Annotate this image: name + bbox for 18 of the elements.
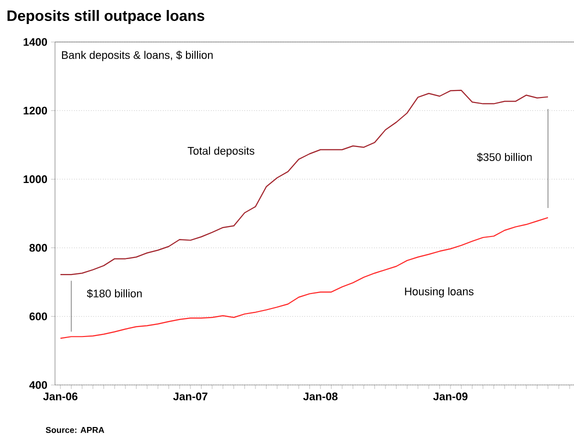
y-tick-label: 400 <box>29 381 48 389</box>
y-tick-label: 600 <box>30 312 48 320</box>
annotation: $350 billion <box>476 152 532 162</box>
x-tick-label: Jan-09 <box>433 392 468 400</box>
y-tick-label: 1000 <box>24 175 48 184</box>
y-tick-label: 1400 <box>24 38 48 46</box>
line-series <box>60 217 549 339</box>
source-note: Source: APRA <box>46 426 104 433</box>
x-tick-label: Jan-06 <box>43 392 78 400</box>
annotation: $180 billion <box>86 289 142 298</box>
text: Housing loans <box>405 287 474 298</box>
y-tick-label: 1200 <box>24 106 48 114</box>
text: Bank deposits & loans, $ billion <box>62 50 213 62</box>
text: Total deposits <box>188 146 254 157</box>
x-tick-label: Jan-07 <box>173 392 208 400</box>
chart-title: Deposits still outpace loans <box>8 10 204 24</box>
x-tick-label: Jan-08 <box>303 392 338 400</box>
y-tick-label: 800 <box>29 244 48 252</box>
